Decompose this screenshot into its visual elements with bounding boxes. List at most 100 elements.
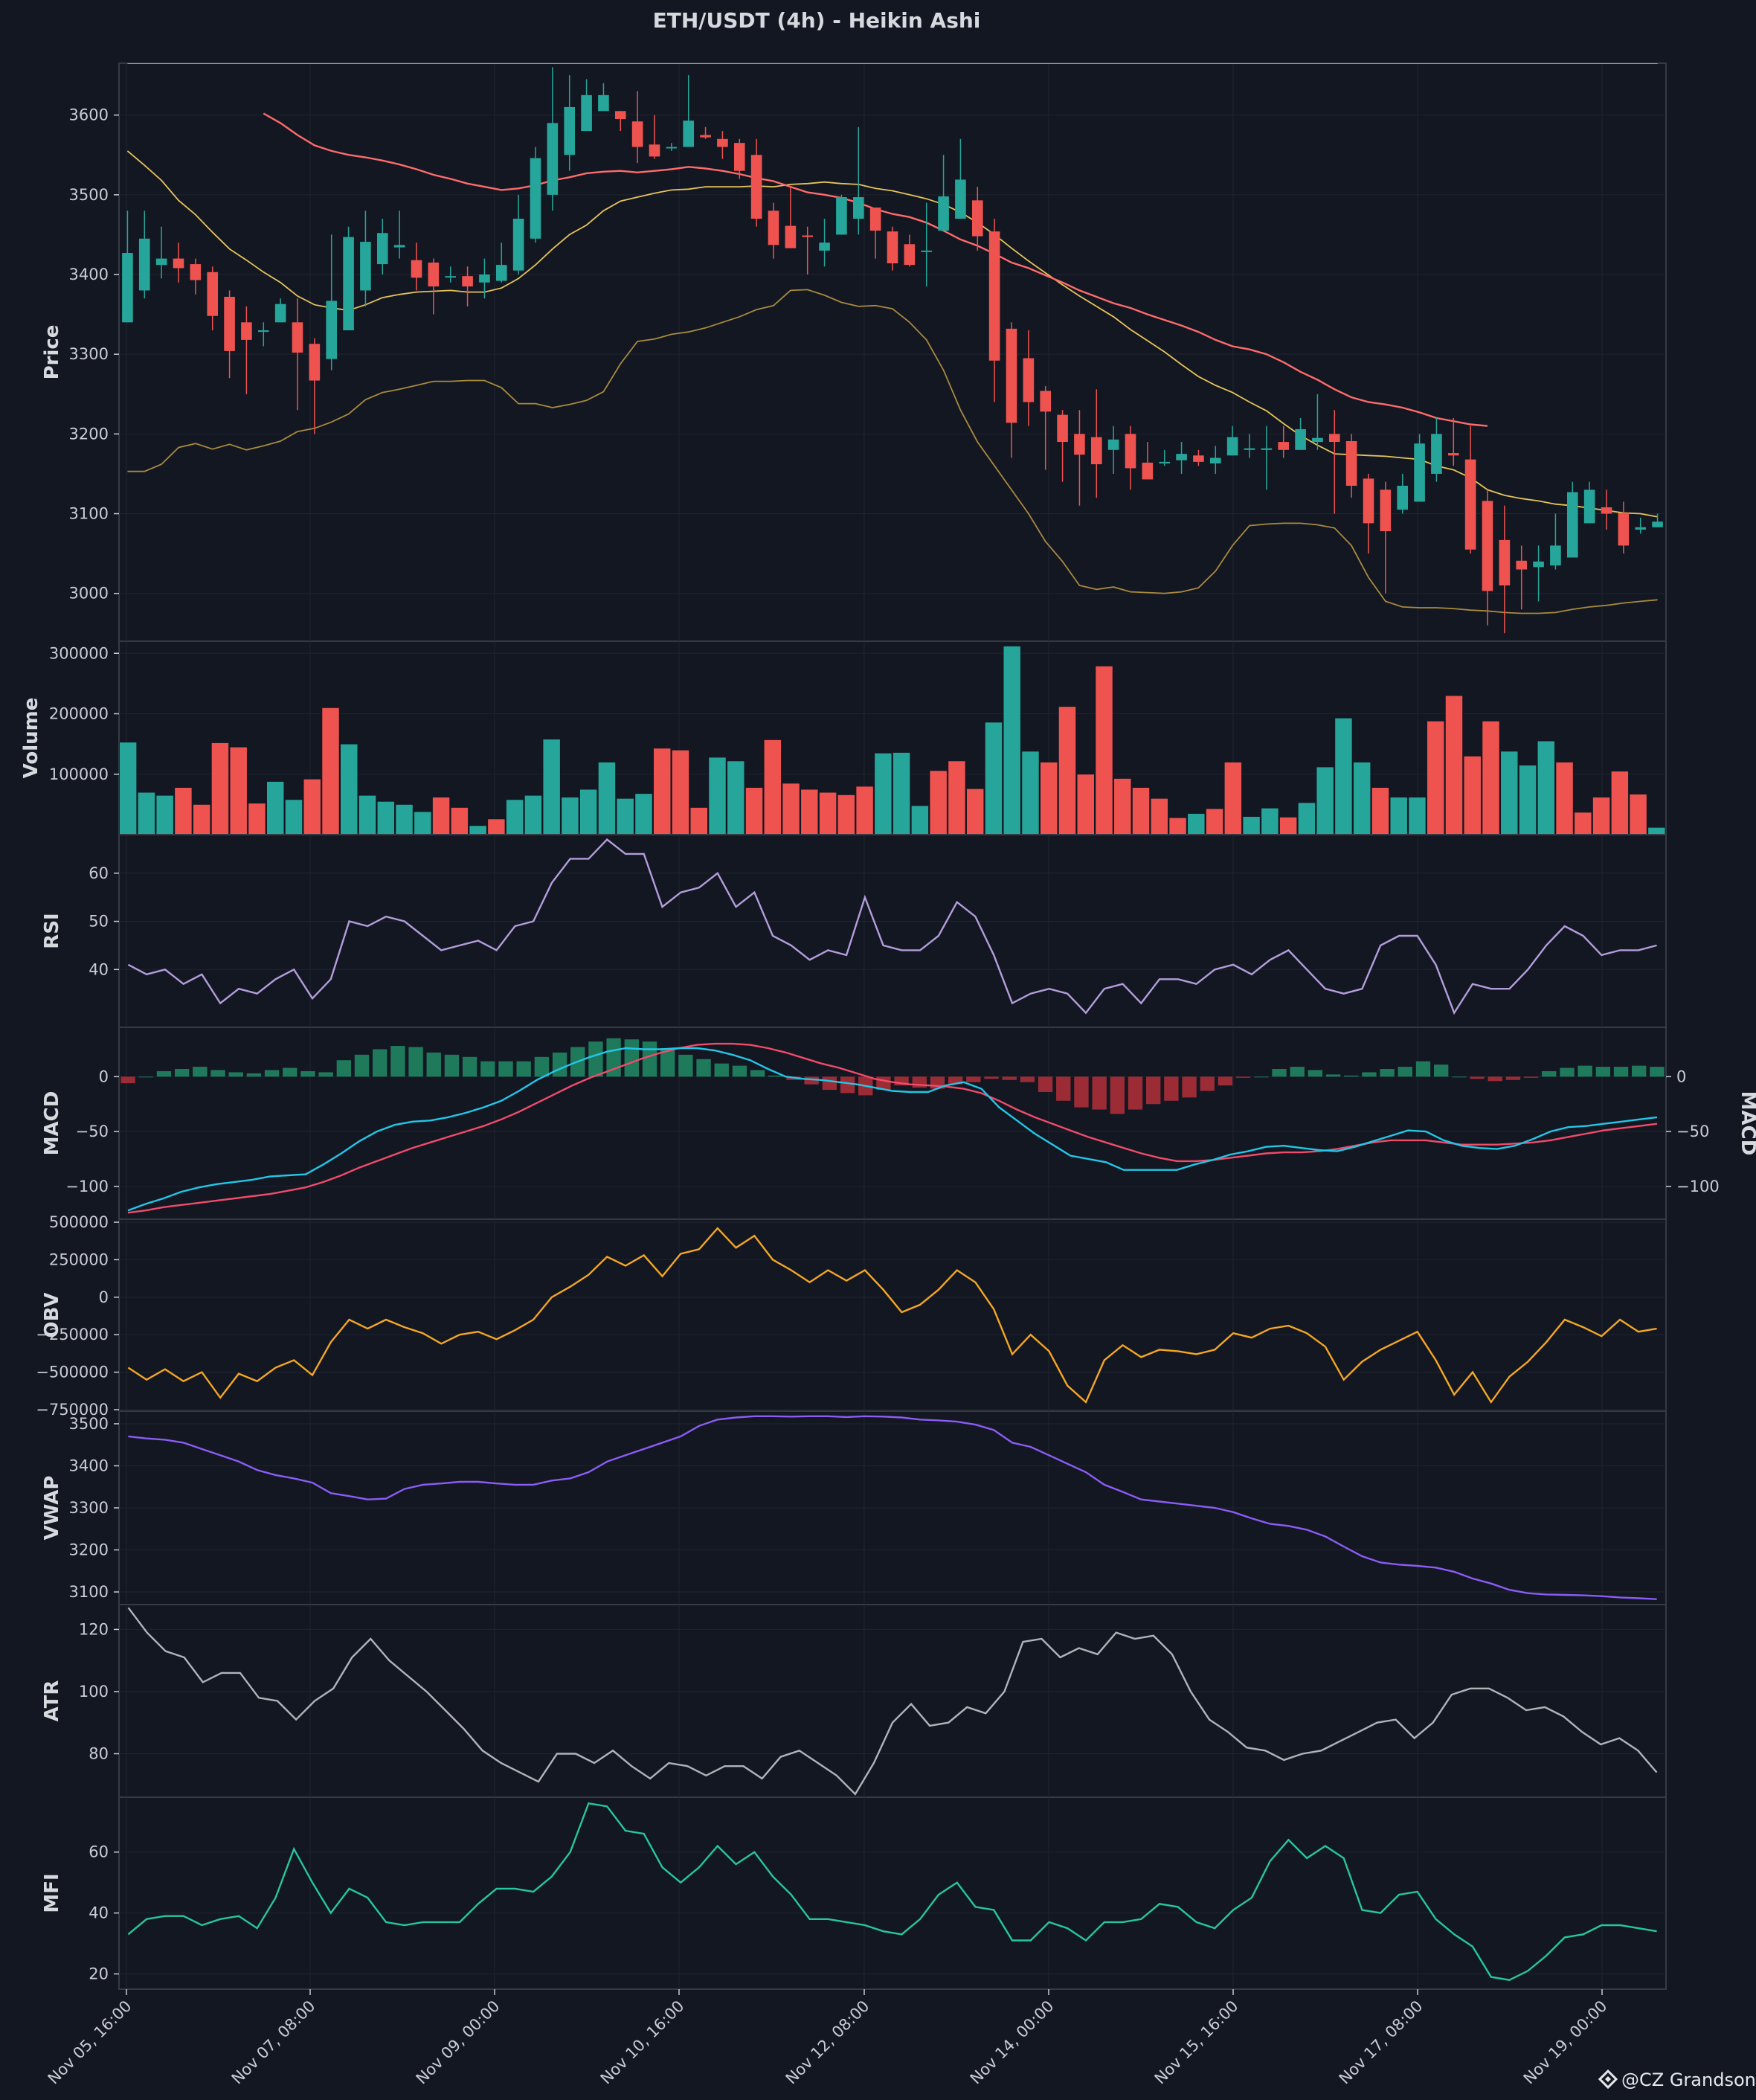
panel-frame-mfi — [118, 1796, 1667, 1990]
macd-hist-bar-18 — [444, 1054, 460, 1077]
macd-hist-bar-61 — [1218, 1076, 1233, 1086]
candle-body-83 — [1533, 561, 1544, 568]
ytick-label-price-0: 3000 — [69, 585, 109, 603]
volume-bar-0 — [119, 742, 138, 835]
candle-body-1 — [138, 238, 150, 291]
watermark-text: @CZ Grandson — [1621, 2070, 1756, 2090]
candle-body-7 — [241, 322, 252, 340]
panel-content-obv — [127, 1227, 1657, 1404]
macd-hist-bar-77 — [1505, 1076, 1521, 1080]
ytick-label-mfi-2: 60 — [89, 1843, 109, 1861]
candle-body-27 — [581, 94, 592, 132]
candle-body-46 — [904, 244, 916, 266]
volume-bar-59 — [1206, 808, 1224, 835]
volume-bar-29 — [653, 748, 672, 835]
macd-hist-bar-3 — [174, 1069, 190, 1077]
macd-hist-bar-40 — [840, 1076, 855, 1094]
volume-bar-19 — [469, 825, 487, 835]
candle-body-25 — [547, 123, 559, 195]
ylabel-atr: ATR — [41, 1680, 63, 1722]
macd-hist-bar-12 — [336, 1060, 351, 1077]
line-mfi — [127, 1802, 1657, 1981]
macd-hist-bar-82 — [1595, 1067, 1611, 1077]
volume-bar-23 — [542, 739, 561, 835]
volume-bar-18 — [450, 807, 469, 835]
macd-hist-bar-22 — [516, 1061, 531, 1077]
watermark: @CZ Grandson — [1598, 2069, 1756, 2090]
panel-content-macd — [120, 1038, 1665, 1214]
volume-bar-32 — [708, 757, 727, 835]
volume-bar-54 — [1113, 778, 1132, 835]
macd-hist-bar-38 — [804, 1076, 819, 1085]
panel-content-atr — [127, 1607, 1658, 1796]
macd-hist-bar-0 — [120, 1076, 135, 1084]
volume-bar-26 — [597, 762, 616, 835]
volume-bar-13 — [358, 794, 377, 835]
candle-body-43 — [852, 197, 864, 219]
macd-hist-bar-71 — [1398, 1067, 1412, 1077]
macd-hist-bar-10 — [300, 1070, 315, 1077]
ytick-label-price-1: 3100 — [69, 505, 109, 523]
candle-body-2 — [155, 258, 167, 266]
chart-title: ETH/USDT (4h) - Heikin Ashi — [653, 8, 981, 33]
macd-hist-bar-63 — [1254, 1076, 1269, 1078]
volume-bar-6 — [229, 746, 248, 835]
candle-body-26 — [564, 106, 576, 155]
macd-hist-bar-85 — [1650, 1067, 1665, 1077]
macd-hist-bar-30 — [660, 1048, 675, 1077]
ytick-label-vwap-1: 3200 — [69, 1541, 109, 1559]
candle-body-59 — [1125, 434, 1136, 469]
indicator-panels: 3000310032003300340035003600Price1000002… — [20, 62, 1756, 1990]
volume-bar-4 — [193, 803, 211, 835]
volume-bar-15 — [395, 803, 414, 835]
macd-hist-bar-67 — [1325, 1074, 1341, 1077]
candle-body-66 — [1244, 448, 1255, 450]
candle-body-23 — [512, 218, 524, 271]
candle-body-16 — [393, 245, 405, 248]
volume-bar-62 — [1261, 807, 1279, 835]
macd-hist-bar-59 — [1182, 1076, 1197, 1098]
panel-mfi: 20 40 60 MFI — [41, 1796, 1667, 1990]
volume-bar-79 — [1574, 812, 1592, 835]
candle-body-49 — [955, 179, 966, 219]
macd-hist-bar-24 — [552, 1052, 567, 1077]
ytick-label-macd-1: −50 — [76, 1123, 109, 1140]
line-atr — [127, 1607, 1658, 1796]
ytick-label-obv-0: −750000 — [36, 1401, 109, 1419]
candle-body-30 — [631, 121, 643, 147]
macd-hist-bar-29 — [642, 1041, 657, 1077]
candle-body-90 — [1652, 521, 1663, 527]
ylabel-rsi: RSI — [41, 913, 63, 948]
volume-bar-2 — [155, 794, 174, 835]
ytick-label-atr-1: 100 — [79, 1683, 109, 1701]
candle-body-15 — [376, 233, 388, 265]
candle-body-51 — [988, 231, 1000, 361]
ytick-label-atr-2: 120 — [79, 1620, 109, 1638]
candle-body-4 — [190, 264, 202, 280]
macd-hist-bar-60 — [1200, 1076, 1215, 1091]
panel-content-mfi — [127, 1802, 1657, 1981]
candle-body-37 — [750, 155, 762, 219]
ytick-label-vwap-3: 3400 — [69, 1457, 109, 1474]
volume-bar-14 — [376, 800, 395, 835]
candle-body-71 — [1328, 434, 1340, 443]
macd-hist-bar-7 — [246, 1073, 262, 1077]
candle-body-72 — [1345, 440, 1357, 487]
macd-hist-bar-53 — [1074, 1076, 1089, 1108]
candle-body-76 — [1414, 443, 1425, 502]
candle-body-63 — [1193, 455, 1204, 462]
ytick-label-obv-1: −500000 — [36, 1364, 109, 1381]
ytick-label-volume-1: 200000 — [49, 705, 109, 723]
ylabel-macd: MACD — [41, 1091, 63, 1156]
macd-hist-bar-1 — [138, 1076, 153, 1078]
candle-body-24 — [530, 158, 541, 239]
ylabel-price: Price — [41, 325, 63, 380]
candle-body-29 — [614, 111, 626, 120]
candle-body-79 — [1464, 459, 1476, 550]
volume-bar-1 — [137, 791, 155, 835]
panel-content-vwap — [128, 1415, 1657, 1600]
macd-hist-bar-50 — [1020, 1076, 1035, 1082]
volume-bar-20 — [487, 818, 506, 835]
volume-bar-43 — [910, 805, 929, 835]
candle-body-58 — [1107, 439, 1119, 450]
